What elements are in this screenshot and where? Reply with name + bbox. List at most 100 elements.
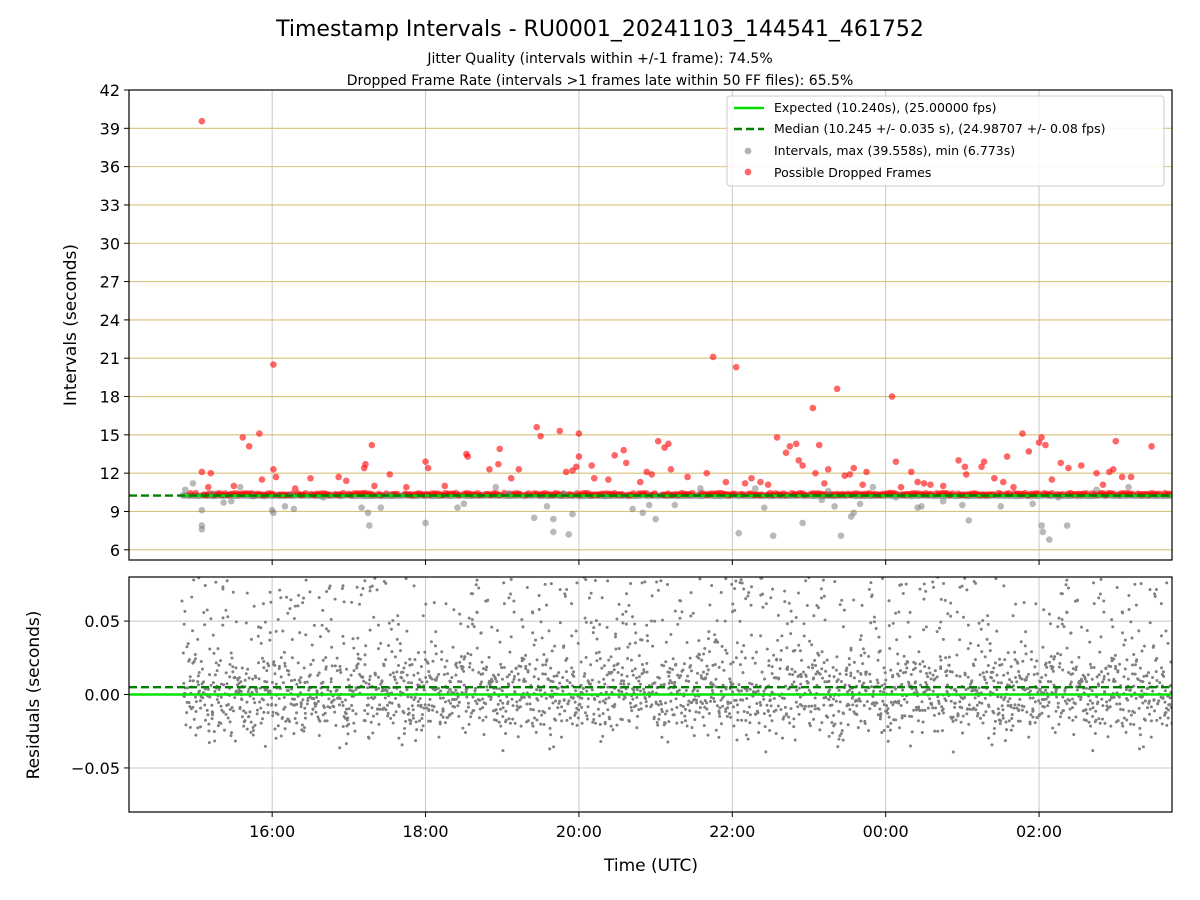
residual-point bbox=[230, 656, 234, 660]
residual-point bbox=[188, 679, 192, 683]
residual-point bbox=[424, 676, 428, 680]
residual-point bbox=[724, 685, 728, 689]
residual-point bbox=[358, 602, 362, 606]
residual-point bbox=[366, 686, 370, 690]
residual-point bbox=[635, 726, 639, 730]
residual-point bbox=[807, 688, 811, 692]
residual-point bbox=[308, 673, 312, 677]
residual-point bbox=[268, 689, 272, 693]
residual-point bbox=[489, 698, 493, 702]
residual-point bbox=[724, 577, 728, 581]
residual-point bbox=[329, 689, 333, 693]
residual-point bbox=[529, 707, 533, 711]
interval-point bbox=[236, 483, 244, 491]
residual-point bbox=[841, 625, 845, 629]
residual-point bbox=[379, 682, 383, 686]
dropped-frame-point bbox=[1109, 466, 1117, 473]
residual-point bbox=[263, 744, 267, 748]
residual-point bbox=[304, 578, 308, 582]
residual-point bbox=[793, 670, 797, 674]
residual-point bbox=[692, 734, 696, 738]
residual-point bbox=[507, 682, 511, 686]
residual-point bbox=[542, 652, 546, 656]
interval-point bbox=[918, 503, 925, 510]
residual-point bbox=[861, 647, 865, 651]
residual-point bbox=[988, 649, 992, 653]
residual-point bbox=[735, 641, 739, 645]
residual-point bbox=[645, 704, 649, 708]
residual-point bbox=[939, 597, 943, 601]
residual-point bbox=[750, 682, 754, 686]
residual-point bbox=[537, 593, 541, 597]
residual-point bbox=[242, 724, 246, 728]
residual-point bbox=[666, 740, 670, 744]
residual-point bbox=[293, 678, 297, 682]
residual-point bbox=[1160, 666, 1164, 670]
residual-point bbox=[670, 681, 674, 685]
residual-point bbox=[1017, 708, 1021, 712]
residual-point bbox=[539, 722, 543, 726]
residual-point bbox=[689, 614, 693, 618]
residual-point bbox=[897, 674, 901, 678]
dropped-frame-point bbox=[1099, 481, 1107, 488]
residual-point bbox=[1013, 650, 1017, 654]
residual-point bbox=[203, 718, 207, 722]
interval-point bbox=[364, 509, 372, 517]
residual-point bbox=[525, 586, 529, 590]
residual-point bbox=[1109, 724, 1113, 728]
residual-point bbox=[221, 623, 225, 627]
residual-point bbox=[346, 732, 350, 736]
dropped-frame-point bbox=[841, 472, 849, 480]
residual-point bbox=[249, 720, 253, 724]
residual-point bbox=[390, 701, 394, 705]
residual-point bbox=[864, 689, 868, 693]
residual-point bbox=[1085, 680, 1089, 684]
residual-point bbox=[1015, 680, 1019, 684]
residual-point bbox=[533, 667, 537, 671]
residual-point bbox=[705, 672, 709, 676]
residual-point bbox=[961, 731, 965, 735]
residual-point bbox=[672, 713, 676, 717]
residual-point bbox=[411, 716, 415, 720]
residual-point bbox=[896, 662, 900, 666]
residual-point bbox=[888, 728, 892, 732]
residual-point bbox=[1140, 649, 1144, 653]
residual-point bbox=[485, 665, 489, 669]
residual-point bbox=[1052, 683, 1056, 687]
residual-point bbox=[837, 737, 841, 741]
residual-point bbox=[851, 703, 855, 707]
dropped-frame-point bbox=[786, 443, 794, 450]
interval-point bbox=[543, 503, 551, 510]
residual-point bbox=[875, 678, 879, 682]
residual-point bbox=[456, 704, 460, 708]
residual-point bbox=[802, 622, 806, 626]
residual-point bbox=[567, 699, 571, 703]
residual-point bbox=[717, 711, 721, 715]
residual-point bbox=[399, 690, 403, 694]
residual-point bbox=[1042, 608, 1046, 612]
interval-point bbox=[565, 531, 572, 538]
residual-point bbox=[402, 732, 406, 736]
residual-point bbox=[1161, 670, 1165, 674]
residual-point bbox=[1087, 720, 1091, 724]
residual-point bbox=[1067, 586, 1071, 590]
residual-point bbox=[783, 589, 787, 593]
residual-point bbox=[303, 716, 307, 720]
residual-point bbox=[899, 704, 903, 708]
residual-point bbox=[206, 713, 210, 717]
residual-point bbox=[541, 663, 545, 667]
residual-point bbox=[992, 726, 996, 730]
residual-point bbox=[283, 705, 287, 709]
residual-point bbox=[392, 675, 396, 679]
residual-point bbox=[931, 580, 935, 584]
residual-point bbox=[761, 592, 765, 596]
residual-point bbox=[848, 707, 852, 711]
residual-point bbox=[470, 711, 474, 715]
intervals-x-ticks bbox=[271, 560, 1040, 565]
residual-point bbox=[1022, 705, 1026, 709]
residual-point bbox=[880, 684, 884, 688]
residual-point bbox=[931, 706, 935, 710]
residual-point bbox=[762, 689, 766, 693]
residual-point bbox=[1147, 701, 1151, 705]
residual-point bbox=[1040, 676, 1044, 680]
